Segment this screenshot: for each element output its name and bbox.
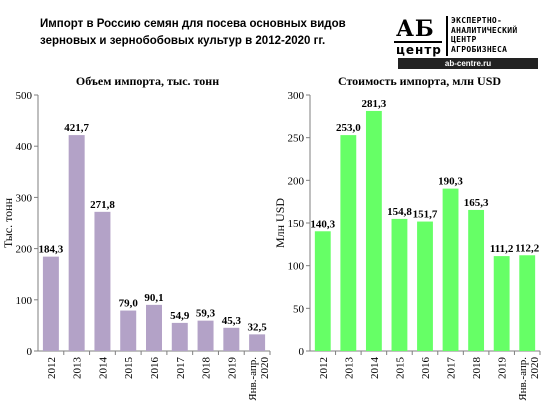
volume-y-tick-label: 100: [16, 295, 33, 307]
logo-divider: [394, 41, 442, 43]
cost-y-tick-label: 100: [288, 261, 305, 273]
volume-data-label: 45,3: [222, 315, 242, 327]
cost-bar: [340, 135, 357, 351]
cost-y-tick-label: 250: [288, 133, 305, 145]
cost-data-label: 281,3: [362, 98, 387, 110]
page-title: Импорт в Россию семян для посева основны…: [40, 18, 346, 47]
volume-x-tick-label: Янв.-апр.: [247, 357, 259, 401]
cost-x-tick-label: Янв.-апр.: [517, 357, 529, 401]
volume-y-tick-label: 0: [27, 346, 33, 358]
cost-y-tick-label: 150: [288, 218, 305, 230]
volume-data-label: 32,5: [247, 321, 267, 333]
chart-title-volume: Объем импорта, тыс. тонн: [75, 74, 220, 88]
cost-bar: [314, 231, 331, 351]
cost-x-tick-label: 2015: [394, 357, 406, 380]
volume-bar: [146, 304, 162, 351]
cost-bar: [365, 110, 382, 351]
volume-data-label: 421,7: [64, 122, 89, 134]
cost-data-label: 140,3: [310, 218, 335, 230]
cost-x-tick-label: 2017: [446, 357, 458, 380]
volume-data-label: 59,3: [196, 308, 216, 320]
cost-data-label: 165,3: [464, 197, 489, 209]
volume-x-tick-label: 2019: [226, 357, 238, 380]
volume-data-label: 90,1: [144, 292, 163, 304]
logo-caption: ЭКСПЕРТНО- АНАЛИТИЧЕСКИЙ ЦЕНТР АГРОБИЗНЕ…: [451, 16, 518, 54]
cost-y-tick-label: 0: [299, 346, 305, 358]
volume-data-label: 54,9: [170, 310, 190, 322]
ab-centre-logo: АБ центр ЭКСПЕРТНО- АНАЛИТИЧЕСКИЙ ЦЕНТР …: [388, 12, 538, 72]
volume-y-tick-label: 400: [16, 141, 33, 153]
volume-y-tick-label: 200: [16, 244, 33, 256]
volume-data-label: 271,8: [90, 199, 115, 211]
cost-y-tick-label: 300: [288, 90, 305, 102]
volume-x-tick-label: 2018: [201, 357, 213, 380]
volume-y-tick-label: 500: [16, 90, 33, 102]
cost-bar: [468, 209, 485, 351]
volume-bar: [249, 334, 266, 351]
cost-y-tick-label: 50: [293, 303, 305, 315]
logo-vertical-line: [446, 16, 448, 56]
cost-data-label: 190,3: [438, 176, 463, 188]
logo-caption-line: АГРОБИЗНЕСА: [451, 44, 508, 54]
volume-x-tick-label: 2020: [259, 357, 271, 380]
volume-data-label: 184,3: [39, 244, 64, 256]
volume-x-tick-label: 2013: [72, 357, 84, 380]
volume-bar: [68, 135, 85, 351]
cost-x-tick-label: 2020: [529, 357, 541, 380]
logo-site-url: ab-centre.ru: [398, 58, 538, 69]
cost-data-label: 151,7: [413, 209, 438, 221]
logo-mark-top: АБ: [396, 16, 435, 42]
volume-y-tick-label: 300: [16, 192, 33, 204]
logo-mark-bottom: центр: [396, 43, 442, 57]
cost-data-label: 253,0: [336, 122, 361, 134]
chart-title-cost: Стоимость импорта, млн USD: [337, 74, 502, 88]
volume-data-label: 79,0: [119, 298, 139, 310]
cost-bar: [493, 256, 510, 351]
volume-x-tick-label: 2017: [175, 357, 187, 380]
cost-bar: [442, 188, 459, 351]
cost-y-axis-title: Млн USD: [273, 198, 287, 248]
cost-x-tick-label: 2018: [471, 357, 483, 380]
logo-caption-line: ЦЕНТР: [451, 35, 477, 44]
volume-y-axis-title: Тыс. тонн: [1, 197, 15, 248]
cost-x-tick-label: 2014: [369, 357, 381, 380]
volume-bar: [120, 310, 137, 351]
volume-x-tick-label: 2016: [149, 357, 161, 380]
volume-bar: [223, 327, 240, 351]
volume-bar: [197, 320, 214, 351]
cost-x-tick-label: 2013: [343, 357, 355, 380]
volume-bar: [171, 322, 188, 351]
cost-bar: [417, 221, 433, 351]
cost-y-tick-label: 200: [288, 175, 305, 187]
cost-x-tick-label: 2012: [318, 357, 330, 379]
volume-bar: [42, 256, 59, 351]
cost-x-tick-label: 2016: [420, 357, 432, 380]
cost-data-label: 111,2: [490, 243, 514, 255]
cost-data-label: 154,8: [387, 206, 412, 218]
cost-x-tick-label: 2019: [497, 356, 509, 379]
logo-caption-line: ЭКСПЕРТНО-: [451, 16, 503, 25]
volume-x-tick-label: 2015: [123, 357, 135, 380]
volume-bar: [94, 211, 111, 351]
cost-bar: [391, 218, 408, 351]
cost-bar: [519, 255, 536, 351]
logo-caption-line: АНАЛИТИЧЕСКИЙ: [451, 25, 518, 35]
volume-x-tick-label: 2014: [97, 357, 109, 380]
cost-data-label: 112,2: [515, 242, 540, 254]
volume-x-tick-label: 2012: [46, 357, 58, 379]
